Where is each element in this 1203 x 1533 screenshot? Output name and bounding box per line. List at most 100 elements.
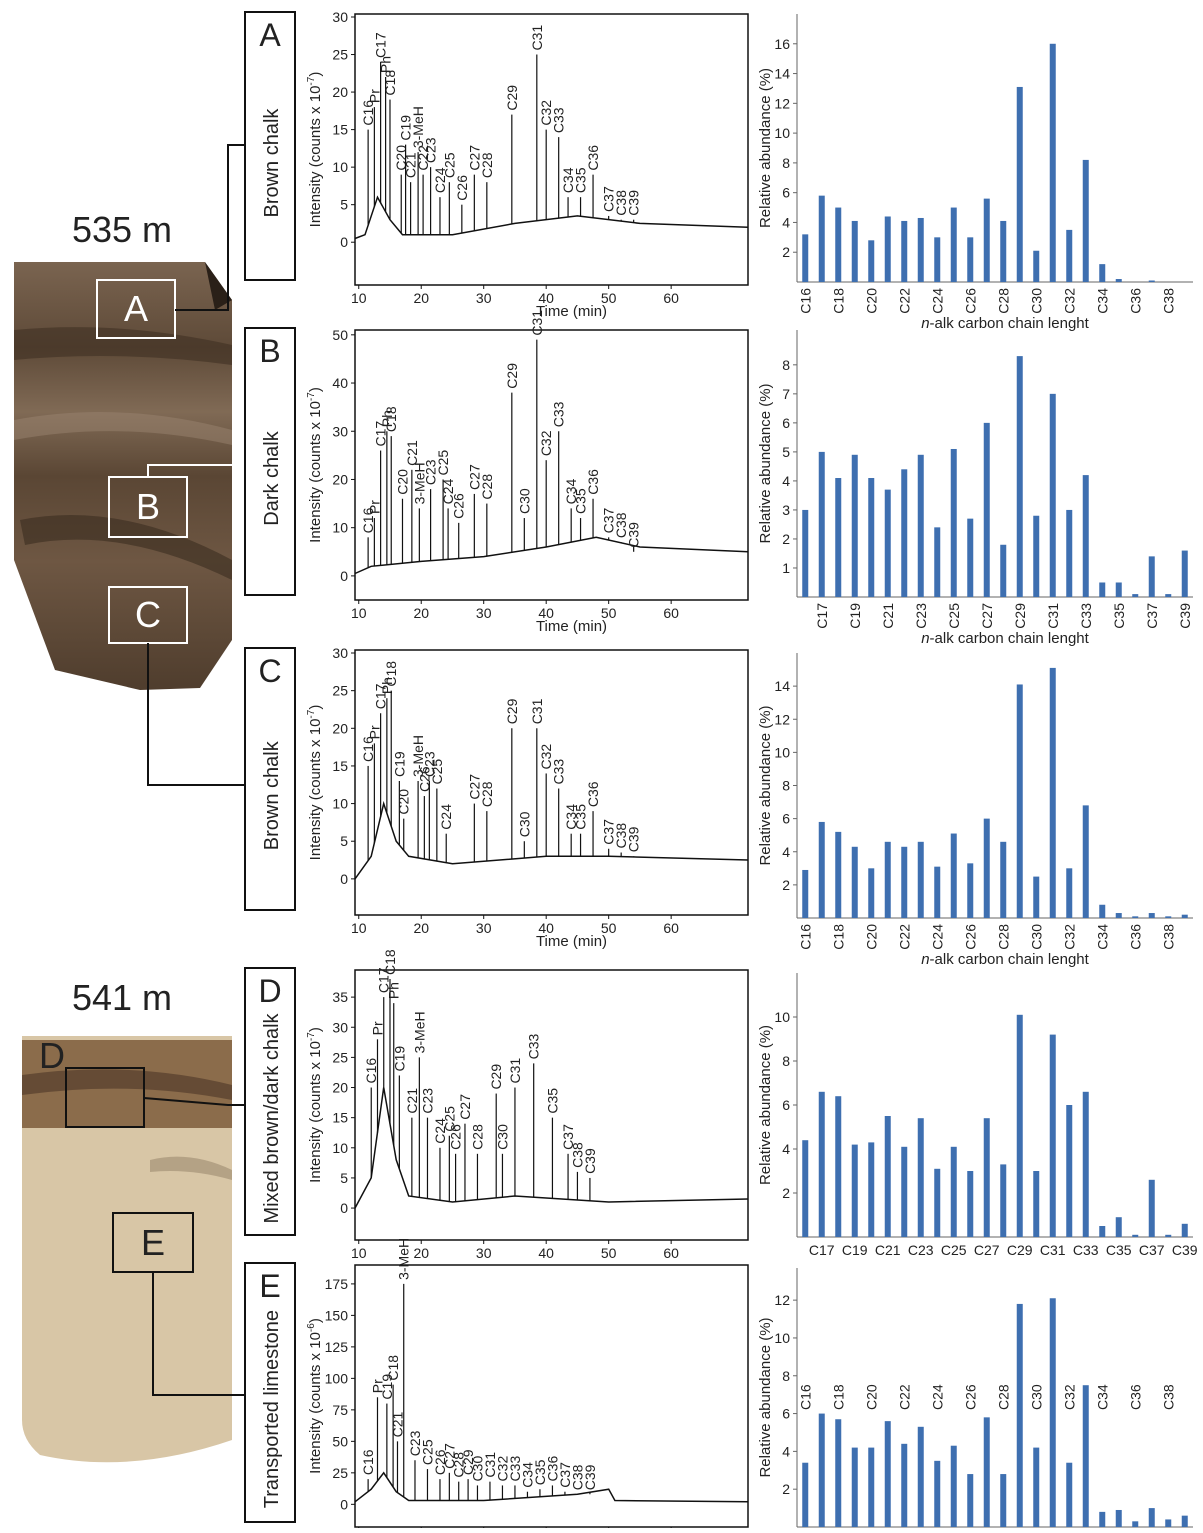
y-axis-label: Relative abundance (%) [757, 705, 774, 865]
y-tick-label: 4 [782, 1141, 790, 1157]
bar [1099, 905, 1105, 918]
bar [1033, 877, 1039, 918]
peak-label: 3-MeH [411, 1011, 427, 1053]
peak-label: C19 [391, 751, 407, 777]
bar [901, 469, 907, 597]
bar [868, 868, 874, 918]
x-tick-label: C23 [908, 1242, 934, 1258]
x-tick-label: C26 [962, 924, 978, 950]
bar [1182, 551, 1188, 597]
x-tick-label: C25 [941, 1242, 967, 1258]
peak-label: C30 [516, 811, 532, 837]
bar [819, 196, 825, 282]
x-tick-label: C16 [797, 1384, 813, 1410]
y-tick-label: 14 [774, 66, 790, 82]
peak-label: C29 [504, 363, 520, 389]
y-tick-label: 10 [332, 520, 348, 536]
peak-label: C32 [538, 430, 554, 456]
peak-label: C18 [385, 1355, 401, 1381]
x-axis-label: Time (min) [536, 303, 607, 320]
x-tick-label: C34 [1094, 288, 1110, 314]
y-tick-label: 10 [332, 1140, 348, 1156]
x-tick-label: C16 [797, 288, 813, 314]
y-tick-label: 6 [782, 1097, 790, 1113]
y-tick-label: 50 [332, 1433, 348, 1449]
y-tick-label: 0 [340, 1496, 348, 1512]
x-tick-label: C39 [1172, 1242, 1198, 1258]
bar [868, 1448, 874, 1527]
x-tick-label: C33 [1078, 603, 1094, 629]
y-tick-label: 25 [332, 1465, 348, 1481]
peak-label: C17 [373, 32, 389, 58]
bar [951, 449, 957, 597]
bar [868, 478, 874, 597]
x-tick-label: C21 [875, 1242, 901, 1258]
bar [835, 208, 841, 282]
x-tick-label: C24 [929, 1384, 945, 1410]
bar [1000, 1164, 1006, 1237]
bar [819, 452, 825, 597]
peak-label: C33 [551, 107, 567, 133]
panel-letter: E [259, 1268, 280, 1304]
peak-label: C18 [382, 70, 398, 96]
bar [1149, 281, 1155, 282]
y-axis-label-text: ) [307, 387, 324, 392]
x-tick-label: C22 [896, 1384, 912, 1410]
x-tick-label: C24 [929, 288, 945, 314]
y-tick-label: 3 [782, 502, 790, 518]
y-tick-label: 5 [340, 833, 348, 849]
bar [1165, 594, 1171, 597]
bar [934, 867, 940, 918]
x-tick-label: C18 [830, 1384, 846, 1410]
peak-label: Pr [369, 1021, 385, 1035]
bar [1066, 868, 1072, 918]
y-tick-label: 20 [332, 720, 348, 736]
bar [852, 1448, 858, 1527]
y-tick-label: 30 [332, 9, 348, 25]
bar [984, 819, 990, 918]
y-tick-label: 125 [325, 1339, 349, 1355]
peak-label: C36 [585, 469, 601, 495]
peak-label: C27 [457, 1094, 473, 1120]
bar [934, 1461, 940, 1527]
y-axis-label: Intensity (counts x 10-7) [306, 387, 324, 543]
peak-label: Pr [366, 500, 382, 514]
y-tick-label: 0 [340, 1200, 348, 1216]
bar [967, 237, 973, 282]
y-tick-label: 0 [340, 871, 348, 887]
y-axis-label: Relative abundance (%) [757, 1025, 774, 1185]
x-tick-label: C25 [946, 603, 962, 629]
bar [1083, 1385, 1089, 1527]
bar [885, 490, 891, 597]
bar [1099, 264, 1105, 282]
y-tick-label: 30 [332, 1019, 348, 1035]
peak-label: C31 [507, 1058, 523, 1084]
y-axis-label: Intensity (counts x 10-7) [306, 1027, 324, 1183]
x-tick-label: C27 [974, 1242, 1000, 1258]
x-tick-label: C31 [1040, 1242, 1066, 1258]
y-axis-label-text: Intensity (counts x 10 [307, 719, 324, 861]
peak-label: C25 [429, 759, 445, 785]
bar [1017, 87, 1023, 282]
bar [1149, 913, 1155, 918]
bar [1017, 356, 1023, 597]
y-tick-label: 7 [782, 386, 790, 402]
x-tick-label: C31 [1045, 603, 1061, 629]
bar [885, 1116, 891, 1237]
y-tick-label: 20 [332, 1080, 348, 1096]
x-axis-label-text: -alk carbon chain lenght [930, 315, 1090, 332]
core-box-label: C [135, 594, 161, 635]
x-tick-label: C37 [1139, 1242, 1165, 1258]
y-tick-label: 75 [332, 1402, 348, 1418]
panel-letter: A [259, 17, 281, 53]
bar [1050, 1298, 1056, 1527]
peak-label: C21 [389, 1411, 405, 1437]
y-tick-label: 2 [782, 531, 790, 547]
y-axis-label: Intensity (counts x 10-7) [306, 72, 324, 228]
x-tick-label: C34 [1094, 924, 1110, 950]
bar [1132, 1235, 1138, 1237]
peak-label: C33 [526, 1034, 542, 1060]
y-tick-label: 25 [332, 1049, 348, 1065]
bar [984, 1417, 990, 1527]
x-axis-label-text: -alk carbon chain lenght [930, 630, 1090, 647]
